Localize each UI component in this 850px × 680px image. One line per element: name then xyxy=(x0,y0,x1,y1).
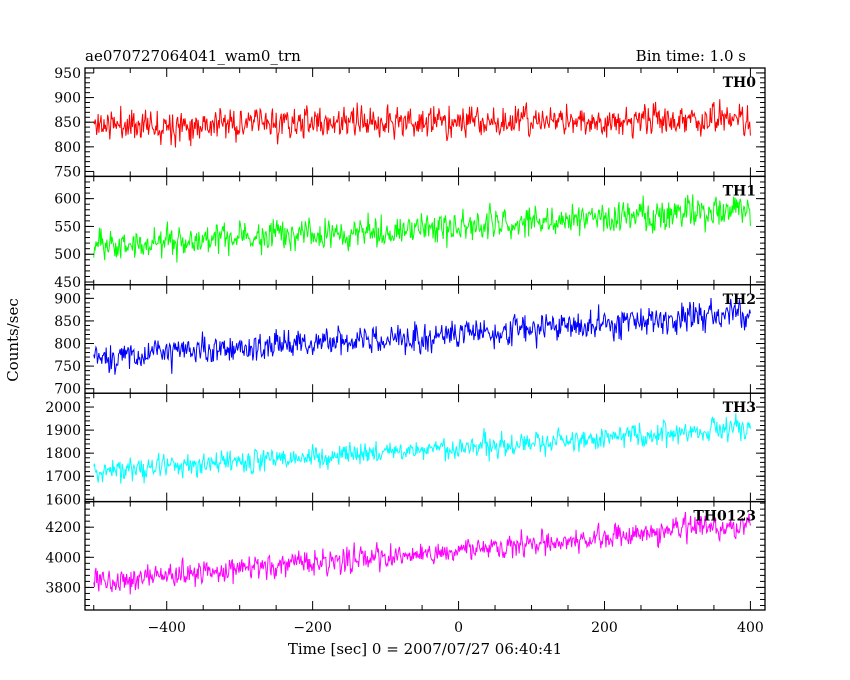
x-tick-label: 0 xyxy=(454,620,463,636)
y-tick-label: 950 xyxy=(54,66,81,82)
x-axis: −400 −200 0 200 400 xyxy=(147,620,763,636)
y-tick-label: 700 xyxy=(54,382,81,398)
y-tick-label: 750 xyxy=(54,164,81,180)
panel-th0: 750 800 850 900 950 TH0 xyxy=(54,66,766,180)
x-axis-label: Time [sec] 0 = 2007/07/27 06:40:41 xyxy=(288,640,562,658)
x-tick-label: 200 xyxy=(591,620,618,636)
y-tick-label: 500 xyxy=(54,247,81,263)
y-tick-label: 1600 xyxy=(45,492,81,508)
series-line-th2 xyxy=(93,298,751,375)
y-tick-label: 900 xyxy=(54,91,81,107)
y-tick-label: 800 xyxy=(54,337,81,353)
y-tick-label: 3800 xyxy=(45,580,81,596)
y-tick-label: 1800 xyxy=(45,446,81,462)
series-line-th0 xyxy=(93,99,751,148)
panels-group: 750 800 850 900 950 TH0 450 500 550 600 TH1 700 750 8… xyxy=(45,66,766,611)
bin-time-label: Bin time: 1.0 s xyxy=(636,47,746,65)
y-axis-label: Counts/sec xyxy=(4,298,22,382)
y-tick-label: 750 xyxy=(54,359,81,375)
y-tick-label: 4000 xyxy=(45,550,81,566)
y-tick-label: 4200 xyxy=(45,520,81,536)
series-line-th0123 xyxy=(93,511,751,595)
panel-label-th0123: TH0123 xyxy=(693,509,756,525)
panel-th0123: 3800 4000 4200 TH0123 xyxy=(45,500,766,611)
panel-label-th0: TH0 xyxy=(723,75,757,91)
chart-title: ae070727064041_wam0_trn xyxy=(85,47,301,65)
y-tick-label: 600 xyxy=(54,192,81,208)
x-tick-label: 400 xyxy=(737,620,764,636)
x-tick-label: −400 xyxy=(147,620,185,636)
y-tick-label: 850 xyxy=(54,115,81,131)
panel-th3: 1600 1700 1800 1900 2000 TH3 xyxy=(45,392,766,508)
series-line-th1 xyxy=(93,194,751,263)
panel-label-th2: TH2 xyxy=(723,292,756,308)
panel-frame xyxy=(84,392,766,503)
y-tick-label: 1900 xyxy=(45,423,81,439)
y-tick-label: 800 xyxy=(54,140,81,156)
y-tick-label: 450 xyxy=(54,275,81,291)
y-tick-label: 550 xyxy=(54,219,81,235)
panel-label-th1: TH1 xyxy=(723,183,756,199)
panel-th1: 450 500 550 600 TH1 xyxy=(54,175,766,291)
y-tick-label: 2000 xyxy=(45,400,81,416)
y-tick-label: 850 xyxy=(54,314,81,330)
y-tick-label: 1700 xyxy=(45,469,81,485)
series-line-th3 xyxy=(93,413,751,484)
x-tick-label: −200 xyxy=(293,620,331,636)
panel-label-th3: TH3 xyxy=(723,400,756,416)
panel-th2: 700 750 800 850 900 TH2 xyxy=(54,284,766,398)
y-tick-label: 900 xyxy=(54,291,81,307)
panel-frame xyxy=(84,500,766,611)
